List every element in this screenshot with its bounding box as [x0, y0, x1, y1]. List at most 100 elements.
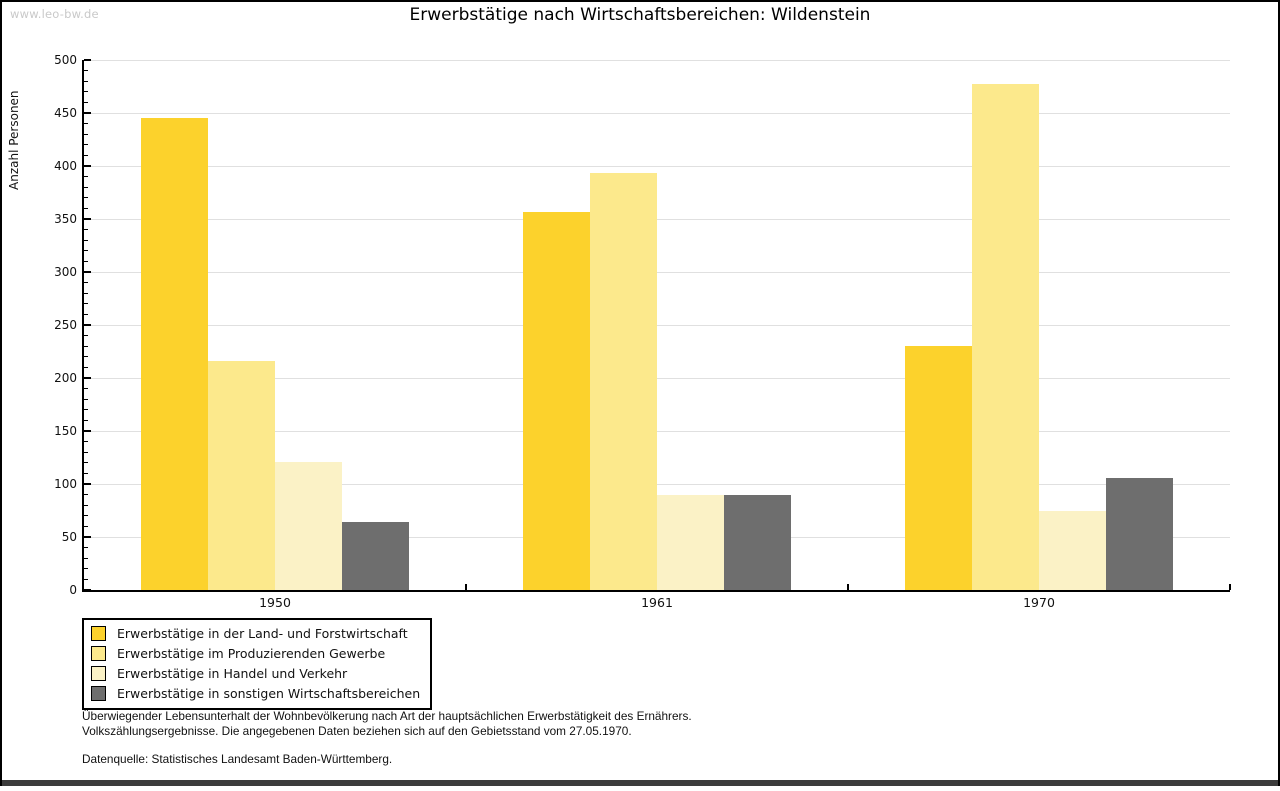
- data-source: Datenquelle: Statistisches Landesamt Bad…: [82, 752, 393, 766]
- y-axis-tick-label: 400: [54, 159, 77, 173]
- y-axis-major-tick: [84, 536, 91, 538]
- y-axis-minor-tick: [84, 504, 88, 506]
- y-axis-tick-label: 500: [54, 53, 77, 67]
- y-axis-tick-label: 0: [69, 583, 77, 597]
- bar: [275, 461, 342, 590]
- y-axis-minor-tick: [84, 472, 88, 474]
- legend-item: Erwerbstätige im Produzierenden Gewerbe: [91, 643, 420, 663]
- bar: [724, 494, 791, 590]
- y-axis-minor-tick: [84, 260, 88, 262]
- y-axis-tick-label: 200: [54, 371, 77, 385]
- y-axis-major-tick: [84, 324, 91, 326]
- legend: Erwerbstätige in der Land- und Forstwirt…: [82, 618, 433, 710]
- gridline: [84, 218, 1230, 220]
- y-axis-tick-label: 450: [54, 106, 77, 120]
- y-axis-minor-tick: [84, 186, 88, 188]
- y-axis-minor-tick: [84, 229, 88, 231]
- y-axis-minor-tick: [84, 80, 88, 82]
- bar: [208, 361, 275, 590]
- y-axis-minor-tick: [84, 409, 88, 411]
- y-axis-minor-tick: [84, 292, 88, 294]
- y-axis-minor-tick: [84, 557, 88, 559]
- y-axis-minor-tick: [84, 398, 88, 400]
- y-axis-minor-tick: [84, 525, 88, 527]
- legend-color-swatch: [91, 645, 106, 661]
- y-axis-major-tick: [84, 165, 91, 167]
- y-axis-major-tick: [84, 112, 91, 114]
- gridline: [84, 165, 1230, 167]
- bar: [141, 118, 208, 590]
- y-axis-minor-tick: [84, 547, 88, 549]
- bar: [523, 211, 590, 590]
- gridline: [84, 324, 1230, 326]
- y-axis-minor-tick: [84, 101, 88, 103]
- y-axis-major-tick: [84, 430, 91, 432]
- y-axis-major-tick: [84, 377, 91, 379]
- y-axis-tick-label: 350: [54, 212, 77, 226]
- y-axis-minor-tick: [84, 123, 88, 125]
- y-axis-minor-tick: [84, 239, 88, 241]
- x-axis-tick: [465, 584, 467, 590]
- chart-title: Erwerbstätige nach Wirtschaftsbereichen:…: [409, 5, 871, 25]
- bar: [657, 494, 724, 590]
- x-axis-category-label: 1970: [1023, 595, 1055, 610]
- x-axis-category-label: 1961: [641, 595, 673, 610]
- y-axis-major-tick: [84, 59, 91, 61]
- y-axis-minor-tick: [84, 335, 88, 337]
- legend-label: Erwerbstätige in Handel und Verkehr: [117, 665, 348, 681]
- y-axis-major-tick: [84, 218, 91, 220]
- y-axis-minor-tick: [84, 578, 88, 580]
- legend-color-swatch: [91, 625, 106, 641]
- y-axis-minor-tick: [84, 568, 88, 570]
- legend-color-swatch: [91, 685, 106, 701]
- y-axis-minor-tick: [84, 356, 88, 358]
- gridline: [84, 430, 1230, 432]
- legend-color-swatch: [91, 665, 106, 681]
- y-axis-minor-tick: [84, 303, 88, 305]
- y-axis-tick-label: 150: [54, 424, 77, 438]
- x-axis-category-label: 1950: [259, 595, 291, 610]
- y-axis-minor-tick: [84, 91, 88, 93]
- footnote-line: Volkszählungsergebnisse. Die angegebenen…: [82, 723, 632, 738]
- y-axis-minor-tick: [84, 366, 88, 368]
- y-axis-minor-tick: [84, 154, 88, 156]
- bar: [1039, 510, 1106, 590]
- y-axis-minor-tick: [84, 207, 88, 209]
- y-axis-minor-tick: [84, 282, 88, 284]
- bottom-border-strip: [2, 780, 1278, 786]
- x-axis-tick: [847, 584, 849, 590]
- footnotes: Überwiegender Lebensunterhalt der Wohnbe…: [82, 709, 692, 767]
- plot-area: 1950 1961 1970 0 50 100 150 200 250 300 350 400 450 5…: [54, 53, 1231, 610]
- y-axis-minor-tick: [84, 441, 88, 443]
- y-axis-major-tick: [84, 271, 91, 273]
- bar: [590, 173, 657, 590]
- y-axis-tick-label: 300: [54, 265, 77, 279]
- y-axis-tick-label: 100: [54, 477, 77, 491]
- y-axis-minor-tick: [84, 176, 88, 178]
- gridline: [84, 377, 1230, 379]
- y-axis-minor-tick: [84, 250, 88, 252]
- y-axis-minor-tick: [84, 462, 88, 464]
- x-axis-tick: [1229, 584, 1231, 590]
- bar: [1106, 477, 1173, 590]
- legend-label: Erwerbstätige im Produzierenden Gewerbe: [117, 645, 386, 661]
- y-axis-major-tick: [84, 589, 91, 591]
- footnote-line: Überwiegender Lebensunterhalt der Wohnbe…: [82, 709, 692, 723]
- bar: [905, 346, 972, 590]
- y-axis-minor-tick: [84, 144, 88, 146]
- watermark-link[interactable]: www.leo-bw.de: [10, 7, 99, 21]
- gridline: [84, 59, 1230, 61]
- y-axis-minor-tick: [84, 451, 88, 453]
- gridline: [84, 271, 1230, 273]
- y-axis-minor-tick: [84, 313, 88, 315]
- y-axis-minor-tick: [84, 419, 88, 421]
- bar: [342, 522, 409, 590]
- legend-label: Erwerbstätige in der Land- und Forstwirt…: [117, 625, 408, 641]
- y-axis-major-tick: [84, 483, 91, 485]
- y-axis-tick-label: 250: [54, 318, 77, 332]
- gridline: [84, 112, 1230, 114]
- y-axis-minor-tick: [84, 494, 88, 496]
- legend-item: Erwerbstätige in der Land- und Forstwirt…: [91, 623, 420, 643]
- legend-item: Erwerbstätige in sonstigen Wirtschaftsbe…: [91, 683, 420, 703]
